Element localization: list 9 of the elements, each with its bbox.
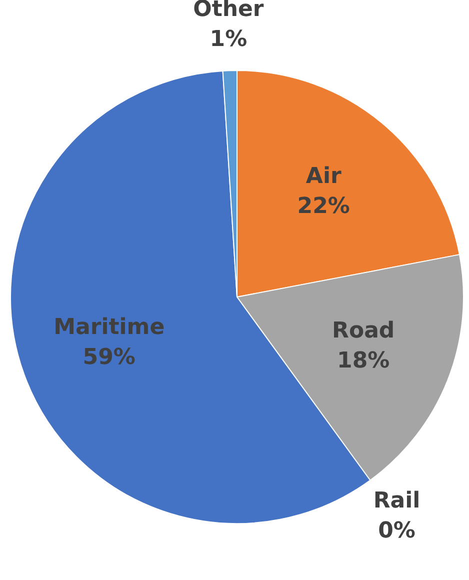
category-label: Rail xyxy=(373,488,420,514)
data-label: 22% xyxy=(297,194,350,220)
text: 0% xyxy=(378,518,416,544)
slice-label: Maritime xyxy=(54,314,165,340)
data-label: 1% xyxy=(210,27,248,52)
data-label: 59% xyxy=(82,344,136,370)
slice-label: Road xyxy=(332,318,395,344)
data-label: 18% xyxy=(337,348,390,374)
slice-label: Air xyxy=(306,164,342,190)
